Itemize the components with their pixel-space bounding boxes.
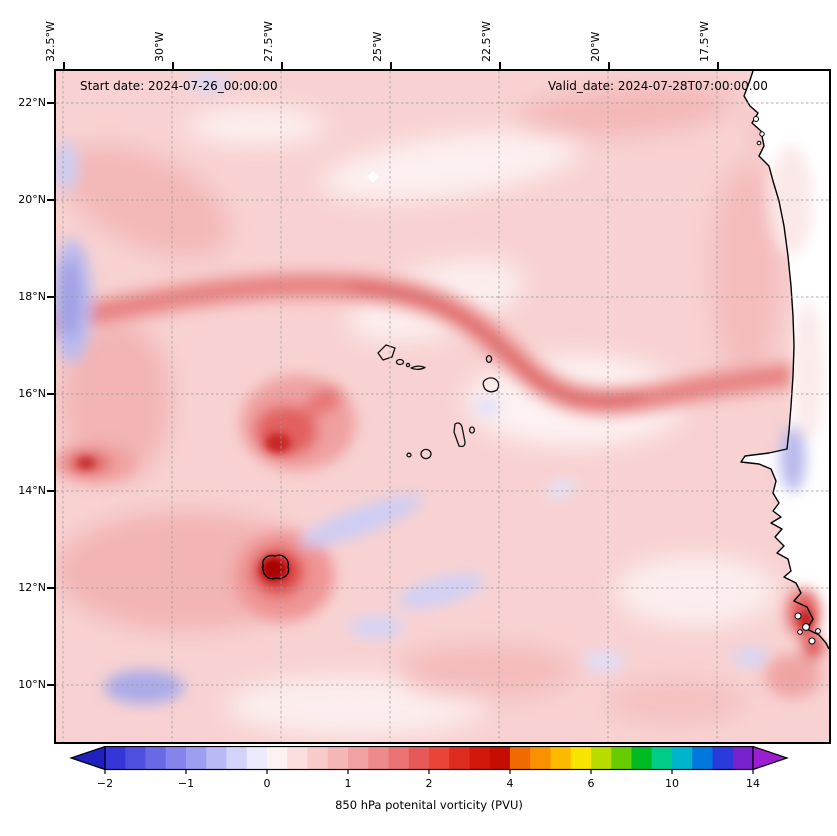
valid-date-label: Valid_date: 2024-07-28T07:00:00.00 bbox=[548, 79, 768, 93]
y-tick-mark bbox=[47, 199, 54, 201]
y-tick-mark bbox=[47, 296, 54, 298]
x-tick-label: 20°W bbox=[589, 31, 602, 62]
y-tick-mark bbox=[47, 684, 54, 686]
map-frame: Start date: 2024-07-26_00:00:00 Valid_da… bbox=[54, 69, 831, 744]
white-minimum-spot bbox=[367, 171, 379, 183]
colorbar-cell bbox=[550, 746, 572, 770]
coastal-anomalies bbox=[765, 146, 824, 698]
cape-verde-islands bbox=[377, 344, 500, 460]
colorbar-cell bbox=[368, 746, 389, 770]
colorbar-cell bbox=[449, 746, 470, 770]
colorbar-cell bbox=[712, 746, 734, 770]
colorbar-cell bbox=[145, 746, 167, 770]
colorbar-tick-label: 6 bbox=[587, 777, 595, 790]
y-tick-mark bbox=[47, 393, 54, 395]
x-tick-label: 22.5°W bbox=[480, 21, 493, 62]
colorbar-cell bbox=[327, 746, 349, 770]
colorbar-cell bbox=[287, 746, 308, 770]
y-tick-mark bbox=[47, 102, 54, 104]
colorbar-cell bbox=[651, 746, 673, 770]
colorbar-right-arrow bbox=[752, 746, 789, 771]
colorbar-cell bbox=[408, 746, 430, 770]
y-tick-mark bbox=[47, 587, 54, 589]
colorbar-cell bbox=[348, 746, 369, 770]
x-tick-mark bbox=[499, 62, 501, 69]
colorbar-cell bbox=[469, 746, 491, 770]
colorbar-left-arrow bbox=[69, 746, 106, 771]
colorbar-cell bbox=[267, 746, 288, 770]
pv-map bbox=[56, 71, 829, 742]
x-tick-mark bbox=[281, 62, 283, 69]
y-tick-label: 14°N bbox=[18, 484, 46, 497]
colorbar bbox=[69, 746, 789, 774]
colorbar-cell bbox=[672, 746, 693, 770]
y-tick-label: 22°N bbox=[18, 96, 46, 109]
colorbar-cell bbox=[388, 746, 410, 770]
colorbar-label: 850 hPa potenital vorticity (PVU) bbox=[335, 798, 523, 812]
colorbar-tick-label: 14 bbox=[746, 777, 760, 790]
x-tick-mark bbox=[717, 62, 719, 69]
colorbar-tick-label: −1 bbox=[177, 777, 195, 790]
y-tick-label: 12°N bbox=[18, 581, 46, 594]
colorbar-cell bbox=[489, 746, 511, 770]
y-tick-label: 10°N bbox=[18, 678, 46, 691]
colorbar-cell bbox=[105, 746, 126, 770]
colorbar-tick-label: 4 bbox=[506, 777, 514, 790]
y-tick-mark bbox=[47, 490, 54, 492]
colorbar-cell bbox=[591, 746, 612, 770]
x-tick-label: 17.5°W bbox=[698, 21, 711, 62]
colorbar-cell bbox=[125, 746, 146, 770]
colorbar-tick-label: 10 bbox=[665, 777, 679, 790]
x-tick-mark bbox=[63, 62, 65, 69]
colorbar-cell bbox=[732, 746, 754, 770]
colorbar-cell bbox=[692, 746, 713, 770]
coastal-islets bbox=[753, 116, 821, 645]
colorbar-cell bbox=[206, 746, 227, 770]
colorbar-cell bbox=[429, 746, 450, 770]
colorbar-cell bbox=[611, 746, 632, 770]
x-tick-label: 27.5°W bbox=[262, 21, 275, 62]
x-tick-label: 25°W bbox=[371, 31, 384, 62]
colorbar-cell bbox=[530, 746, 551, 770]
y-tick-label: 20°N bbox=[18, 193, 46, 206]
colorbar-cell bbox=[631, 746, 653, 770]
colorbar-tick-label: 0 bbox=[263, 777, 271, 790]
start-date-label: Start date: 2024-07-26_00:00:00 bbox=[80, 79, 278, 93]
colorbar-cell bbox=[165, 746, 187, 770]
x-tick-mark bbox=[390, 62, 392, 69]
colorbar-tick-label: −2 bbox=[96, 777, 114, 790]
colorbar-cell bbox=[307, 746, 329, 770]
colorbar-cell bbox=[570, 746, 592, 770]
colorbar-cell bbox=[226, 746, 248, 770]
x-tick-label: 32.5°W bbox=[44, 21, 57, 62]
colorbar-tick-label: 2 bbox=[425, 777, 433, 790]
coastline-west-africa bbox=[740, 71, 829, 650]
gridlines bbox=[56, 71, 829, 742]
colorbar-cell bbox=[246, 746, 268, 770]
x-tick-mark bbox=[172, 62, 174, 69]
y-tick-label: 16°N bbox=[18, 387, 46, 400]
y-tick-label: 18°N bbox=[18, 290, 46, 303]
colorbar-cell bbox=[186, 746, 207, 770]
vortex-contour-line bbox=[261, 554, 290, 580]
x-tick-mark bbox=[608, 62, 610, 69]
colorbar-cell bbox=[510, 746, 531, 770]
colorbar-tick-label: 1 bbox=[344, 777, 352, 790]
pv-field-soft-anomalies bbox=[56, 84, 829, 736]
x-tick-label: 30°W bbox=[153, 31, 166, 62]
